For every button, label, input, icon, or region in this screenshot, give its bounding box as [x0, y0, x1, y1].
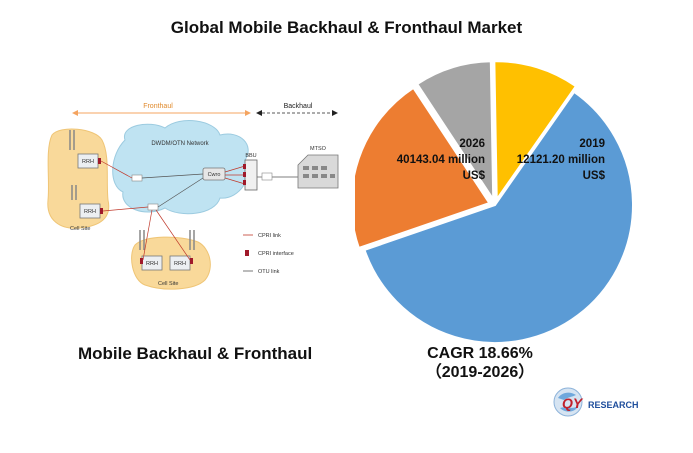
logo-qy: QY — [562, 395, 584, 411]
bbu-rack — [244, 159, 258, 191]
market-pie-chart: 2026 40143.04 million US$ 2019 12121.20 … — [355, 60, 634, 344]
cagr-block: CAGR 18.66% （2019-2026） — [405, 344, 555, 382]
fronthaul-label: Fronthaul — [143, 103, 173, 110]
cpri-interface-marker — [190, 258, 193, 264]
bbu-label: BBU — [245, 153, 256, 159]
mtso-building-icon — [297, 154, 339, 189]
backhaul-label: Backhaul — [284, 103, 313, 110]
cpri-interface-marker — [243, 172, 246, 177]
label-2019-year: 2019 — [579, 138, 605, 150]
slice-yellow — [493, 60, 578, 203]
cpri-interface-marker — [100, 208, 103, 214]
diagram-legend: CPRI link CPRI interface OTU link — [243, 233, 294, 275]
qyresearch-logo: QY RESEARCH — [553, 387, 639, 417]
cpri-interface-marker — [243, 180, 246, 185]
label-2026-year: 2026 — [459, 138, 485, 150]
cell-site-label: Cell Site — [70, 226, 90, 232]
cell-site-label: Cell Site — [158, 281, 178, 287]
cpri-interface-marker — [98, 158, 101, 164]
antenna-icon — [139, 230, 195, 250]
cran-label: Cwro — [208, 172, 221, 178]
mtso-label: MTSO — [310, 146, 327, 152]
legend-otu-link: OTU link — [258, 269, 280, 275]
backhaul-node — [261, 172, 273, 181]
backhaul-arrow — [256, 110, 338, 116]
otn-node — [147, 203, 159, 211]
cagr-period: （2019-2026） — [425, 364, 535, 381]
slice-blue — [363, 90, 634, 344]
rrh-label: RRH — [174, 261, 186, 267]
cpri-interface-marker — [140, 258, 143, 264]
rrh-label: RRH — [84, 209, 96, 215]
legend-cpri-interface: CPRI interface — [258, 251, 294, 257]
network-label: DWDM/OTN Network — [151, 141, 209, 147]
label-2026-unit: US$ — [463, 170, 486, 182]
legend-cpri-link: CPRI link — [258, 233, 281, 239]
otn-node — [131, 174, 143, 182]
rrh-label: RRH — [82, 159, 94, 165]
fronthaul-arrow — [72, 110, 251, 116]
logo-research: RESEARCH — [588, 400, 639, 410]
label-2026-value: 40143.04 million — [397, 154, 485, 166]
dwdm-cloud — [112, 120, 249, 215]
page-title: Global Mobile Backhaul & Fronthaul Marke… — [170, 18, 523, 37]
cpri-interface-marker — [243, 164, 246, 169]
slice-gray — [415, 60, 495, 203]
antenna-icon — [69, 130, 77, 200]
cpri-links — [100, 160, 246, 261]
cagr-value: CAGR 18.66% — [427, 345, 533, 362]
rrh-label: RRH — [146, 261, 158, 267]
label-2019-unit: US$ — [583, 170, 606, 182]
slice-orange — [355, 86, 491, 250]
diagram-caption: Mobile Backhaul & Fronthaul — [78, 344, 313, 363]
label-2019-value: 12121.20 million — [517, 154, 605, 166]
network-diagram: Fronthaul Backhaul DWDM/OTN Network RRH … — [47, 103, 339, 290]
